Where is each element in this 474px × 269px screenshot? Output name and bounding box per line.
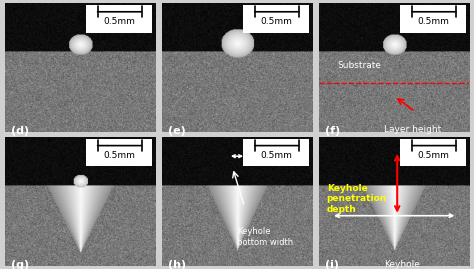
Text: 0.5mm: 0.5mm xyxy=(260,17,292,26)
Text: Layer height: Layer height xyxy=(383,125,441,134)
Text: Keyhole
top width: Keyhole top width xyxy=(380,260,423,269)
Text: Keyhole
bottom width: Keyhole bottom width xyxy=(237,227,293,247)
Text: (i): (i) xyxy=(325,260,339,269)
Text: (g): (g) xyxy=(11,260,29,269)
Text: 0.5mm: 0.5mm xyxy=(417,151,449,160)
Text: Substrate: Substrate xyxy=(337,61,381,70)
Text: 0.5mm: 0.5mm xyxy=(417,17,449,26)
FancyBboxPatch shape xyxy=(400,139,466,166)
FancyBboxPatch shape xyxy=(243,5,309,33)
Text: (e): (e) xyxy=(168,126,186,136)
Text: 0.5mm: 0.5mm xyxy=(103,17,135,26)
FancyBboxPatch shape xyxy=(243,139,309,166)
Text: (d): (d) xyxy=(11,126,29,136)
FancyBboxPatch shape xyxy=(400,5,466,33)
Text: Keyhole
penetration
depth: Keyhole penetration depth xyxy=(327,184,387,214)
FancyBboxPatch shape xyxy=(86,5,152,33)
FancyBboxPatch shape xyxy=(86,139,152,166)
Text: (f): (f) xyxy=(325,126,340,136)
Text: 0.5mm: 0.5mm xyxy=(260,151,292,160)
Text: 0.5mm: 0.5mm xyxy=(103,151,135,160)
Text: (h): (h) xyxy=(168,260,186,269)
